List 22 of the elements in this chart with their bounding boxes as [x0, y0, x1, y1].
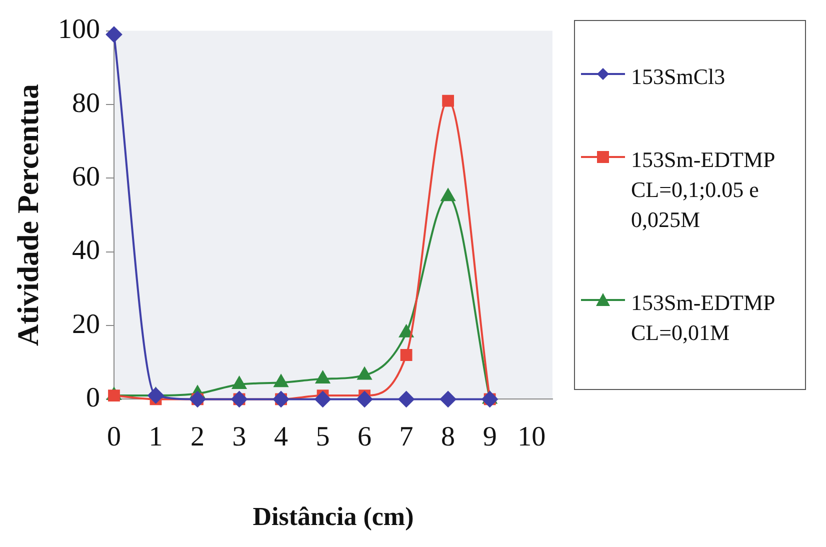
x-axis-title: Distância (cm): [252, 502, 414, 532]
x-tick-label: 3: [232, 421, 246, 452]
x-tick-label: 0: [107, 421, 121, 452]
x-tick-label: 2: [190, 421, 205, 452]
x-tick-label: 8: [441, 421, 456, 452]
x-tick-label: 4: [274, 421, 288, 452]
y-tick-label: 80: [72, 88, 100, 119]
x-tick-label: 10: [518, 421, 546, 452]
y-tick-label: 20: [72, 308, 100, 340]
x-tick-label: 6: [358, 421, 372, 452]
x-tick-label: 9: [482, 421, 497, 452]
y-tick-label: 0: [86, 382, 100, 414]
x-tick-label: 5: [316, 421, 330, 452]
y-tick-label: 40: [72, 235, 100, 266]
x-tick-label: 7: [399, 421, 414, 452]
y-tick-label: 60: [72, 162, 100, 193]
y-tick-label: 100: [58, 14, 100, 46]
legend-label: 153SmCl3: [631, 62, 726, 91]
x-tick-label: 1: [148, 421, 163, 452]
legend-label: 153Sm-EDTMP CL=0,1;0.05 e 0,025M: [631, 146, 776, 234]
y-axis-title: Atividade Percentua: [12, 84, 45, 346]
legend-label: 153Sm-EDTMP CL=0,01M: [631, 289, 776, 348]
